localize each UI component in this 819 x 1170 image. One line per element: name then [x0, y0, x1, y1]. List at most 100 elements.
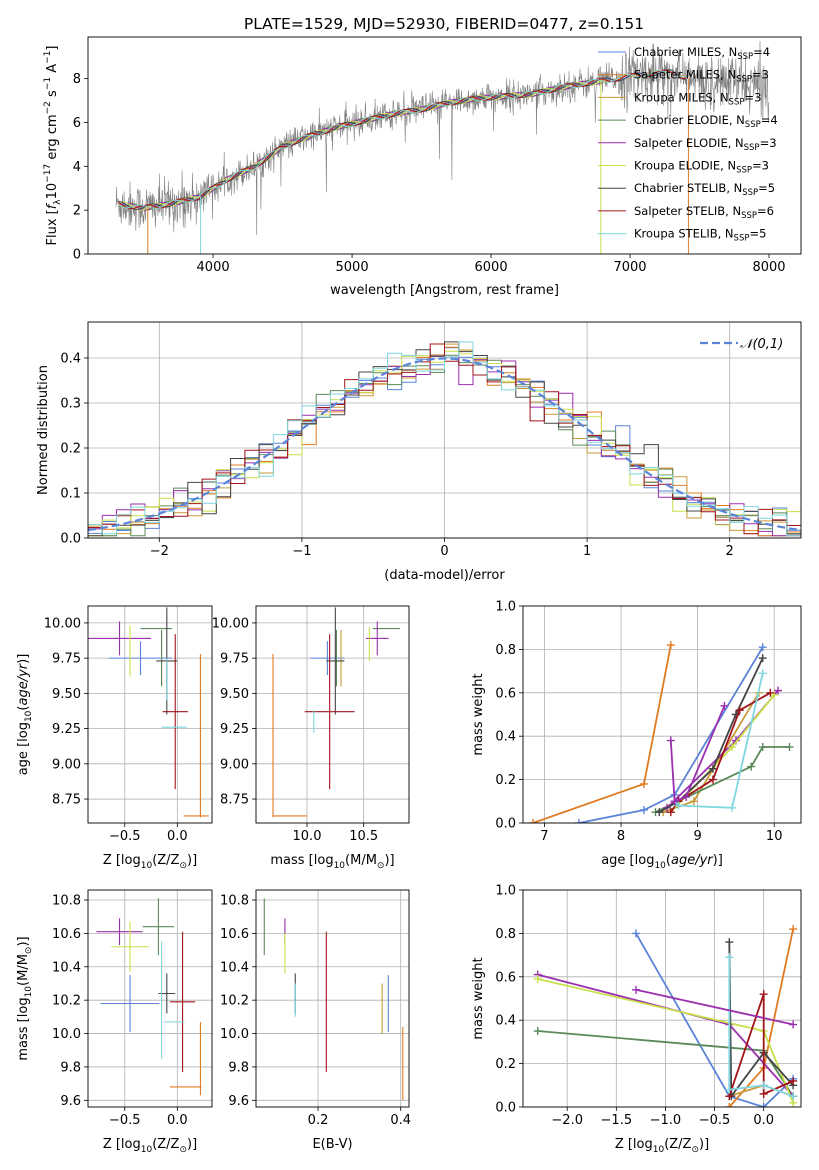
x-tick-label: −2.0	[551, 1113, 583, 1128]
x-tick-label: 6000	[475, 260, 508, 275]
plot-area	[272, 607, 400, 818]
x-tick-label: 1	[583, 544, 591, 559]
plot-area	[263, 898, 404, 1101]
residual-histogram-series	[88, 343, 801, 535]
legend-entry: 𝒩(0,1)	[740, 337, 783, 352]
weight-point-marker	[725, 1103, 734, 1107]
y-tick-label: 0.6	[495, 970, 516, 985]
y-tick-label: 10.6	[220, 927, 249, 942]
x-tick-label: 10.5	[349, 829, 378, 844]
y-axis-label: mass [log10(M/M⊙)]	[16, 936, 34, 1060]
weight-series-line	[673, 673, 764, 809]
y-tick-label: 0.2	[495, 1057, 516, 1072]
y-tick-label: 9.25	[220, 722, 249, 737]
x-axis-label: (data-model)/error	[384, 568, 505, 583]
y-tick-label: 0.0	[60, 532, 81, 547]
x-axis-label: E(B-V)	[312, 1137, 352, 1152]
weight-point-marker	[720, 701, 729, 710]
plot-area	[88, 607, 209, 818]
y-tick-label: 0.4	[495, 730, 516, 745]
weight-point-marker	[655, 808, 664, 817]
weight-point-marker	[789, 1076, 798, 1085]
x-axis-label: age [log10(age/yr)]	[601, 853, 723, 871]
weight-point-marker	[758, 669, 767, 678]
weight-point-marker	[674, 801, 683, 810]
y-tick-label: 9.75	[220, 652, 249, 667]
weight-point-marker	[631, 985, 640, 994]
weight-point-marker	[640, 779, 649, 788]
age-vs-mass-panel: 10.0 10.5 8.75 9.00 9.25 9.50 9.75 10.00 mass [l…	[212, 605, 410, 871]
legend-entry: Kroupa ELODIE, NSSP=3	[634, 159, 769, 176]
weight-point-marker	[785, 743, 794, 752]
x-tick-label: 8000	[752, 260, 785, 275]
weight-point-marker	[759, 1081, 768, 1090]
y-tick-label: 8	[73, 72, 81, 87]
weight-series-line	[532, 644, 672, 823]
y-tick-label: 9.6	[60, 1094, 81, 1109]
weight-series-line	[635, 932, 794, 1107]
weight-point-marker	[574, 819, 583, 823]
x-tick-label: −0.5	[109, 829, 141, 844]
y-tick-label: 10.0	[220, 1027, 249, 1042]
y-tick-label: 8.75	[220, 793, 249, 808]
y-tick-label: 9.50	[220, 687, 249, 702]
y-axis-label: mass weight	[471, 957, 486, 1039]
mass-vs-metallicity-panel: −0.5 0.0 9.6 9.8 10.0 10.2 10.4 10.6 10.8 Z [log1…	[16, 889, 213, 1155]
weight-point-marker	[747, 762, 756, 771]
weight-point-marker	[528, 819, 537, 823]
axes-frame	[255, 889, 410, 1108]
y-tick-label: 0.4	[60, 352, 81, 367]
age-vs-metallicity-panel: −0.5 0.0 8.75 9.00 9.25 9.50 9.75 10.00 Z [log10…	[16, 605, 213, 871]
x-axis-label: Z [log10(Z/Z⊙)]	[103, 1137, 197, 1155]
plot-area	[88, 341, 801, 537]
plot-area	[115, 41, 770, 254]
x-tick-label: −1.0	[650, 1113, 682, 1128]
y-tick-label: 9.00	[52, 757, 81, 772]
y-tick-label: 0.8	[495, 643, 516, 658]
weight-point-marker	[789, 1092, 798, 1101]
weight-point-marker	[682, 792, 691, 801]
weight-point-marker	[533, 974, 542, 983]
x-tick-label: 0.2	[308, 1113, 329, 1128]
x-tick-label: 0	[440, 544, 448, 559]
x-tick-label: 0.0	[753, 1113, 774, 1128]
y-tick-label: 1.0	[495, 884, 516, 899]
weight-point-marker	[774, 686, 783, 695]
y-tick-label: 2	[73, 204, 81, 219]
x-tick-label: 10	[766, 829, 783, 844]
figure-title: PLATE=1529, MJD=52930, FIBERID=0477, z=0…	[244, 15, 644, 33]
legend-entry: Salpeter MILES, NSSP=3	[634, 68, 769, 85]
x-tick-label: 5000	[336, 260, 369, 275]
y-tick-label: 10.00	[44, 616, 81, 631]
weight-series-line	[728, 957, 794, 1098]
weight-point-marker	[708, 764, 717, 773]
plot-area	[533, 925, 798, 1107]
weight-series-line	[635, 988, 794, 1026]
y-tick-label: 10.8	[220, 894, 249, 909]
weight-point-marker	[789, 925, 798, 934]
mass-vs-ebv-panel: 0.2 0.4 9.6 9.8 10.0 10.2 10.4 10.6 10.8 E(B-V)	[220, 889, 411, 1152]
weight-point-marker	[728, 743, 737, 752]
weight-point-marker	[759, 990, 768, 999]
x-tick-label: −1	[292, 544, 311, 559]
weight-point-marker	[758, 643, 767, 652]
y-tick-label: 9.25	[52, 722, 81, 737]
y-tick-label: 0.2	[495, 773, 516, 788]
axes-frame	[87, 605, 213, 824]
y-tick-label: 0.2	[60, 442, 81, 457]
y-tick-label: 10.6	[52, 927, 81, 942]
weight-point-marker	[666, 808, 675, 817]
y-axis-label: Normed distribution	[36, 365, 51, 495]
x-tick-label: 7	[540, 829, 548, 844]
y-tick-label: 8.75	[52, 793, 81, 808]
weight-series-line	[728, 942, 794, 1099]
weight-vs-age-panel: 7 8 9 10 0.0 0.2 0.4 0.6 0.8 1.0 age [log10(age/yr…	[471, 600, 802, 871]
x-axis-label: wavelength [Angstrom, rest frame]	[330, 283, 559, 298]
y-tick-label: 9.8	[60, 1060, 81, 1075]
x-tick-label: −0.5	[699, 1113, 731, 1128]
plot-area	[528, 641, 794, 823]
residual-histogram-series	[88, 341, 801, 537]
residuals-histogram-panel: −2 −1 0 1 2 0.0 0.1 0.2 0.3 0.4 (data-model)/error…	[36, 321, 802, 583]
weight-point-marker	[725, 1085, 734, 1094]
